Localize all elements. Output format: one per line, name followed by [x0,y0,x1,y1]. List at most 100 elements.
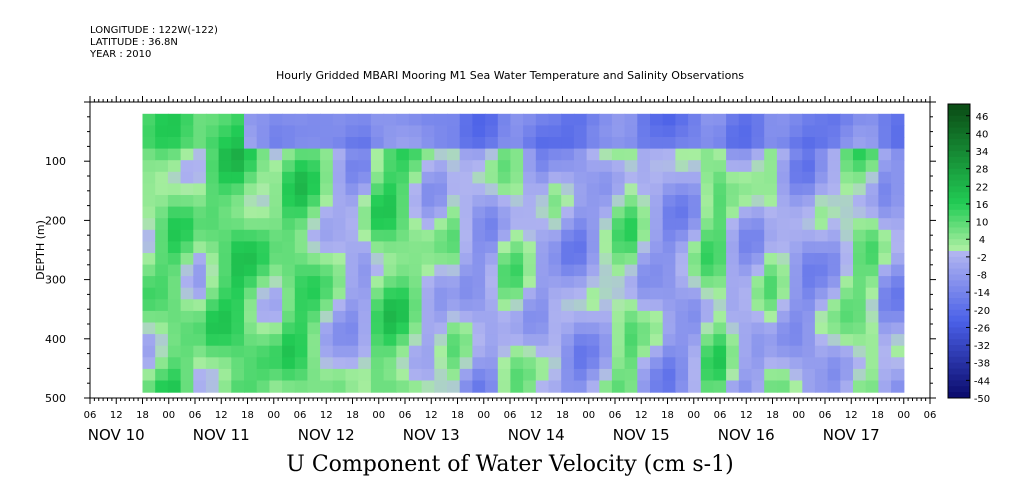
heatmap-cell [193,206,207,219]
heatmap-cell [878,160,892,173]
heatmap-cell [738,148,753,161]
heatmap-cell [840,183,854,196]
heatmap-cell [688,148,702,161]
heatmap-cell [662,310,676,324]
heatmap-cell [396,218,410,231]
heatmap-cell [205,357,220,370]
heatmap-cell [586,113,600,126]
heatmap-cell [155,345,169,358]
heatmap-cell [535,299,550,312]
heatmap-cell [865,148,879,161]
heatmap-cell [662,357,676,370]
heatmap-cell [789,148,803,161]
heatmap-cell [751,299,765,312]
heatmap-cell [523,171,537,184]
heatmap-cell [738,171,753,184]
heatmap-cell [167,310,182,324]
heatmap-cell [611,137,626,150]
heatmap-cell [205,322,220,335]
heatmap-cell [155,206,169,219]
heatmap-cell [573,345,588,358]
heatmap-cell [726,253,740,266]
heatmap-cell [180,113,194,126]
heatmap-cell [307,368,321,382]
heatmap-cell [764,171,778,184]
heatmap-cell [231,253,245,266]
heatmap-cell [611,218,626,231]
heatmap-cell [802,253,816,266]
heatmap-cell [548,160,562,173]
heatmap-cell [282,368,296,382]
heatmap-cell [396,253,410,266]
heatmap-cell [370,287,385,300]
heatmap-cell [561,171,575,184]
heatmap-cell [853,310,867,324]
heatmap-cell [142,195,156,208]
heatmap-cell [523,206,537,219]
heatmap-cell [370,276,385,289]
heatmap-cell [472,171,486,184]
heatmap-cell [535,113,550,126]
heatmap-cell [624,276,638,289]
heatmap-cell [218,322,232,335]
heatmap-cell [662,160,676,173]
heatmap-cell [650,299,664,312]
heatmap-cell [459,113,473,126]
heatmap-cell [193,299,207,312]
heatmap-cell [535,380,550,393]
colorbar-swatch [948,233,970,240]
chart-title: Hourly Gridded MBARI Mooring M1 Sea Wate… [275,69,745,82]
heatmap-cell [776,276,791,289]
heatmap-cell [320,380,334,393]
heatmap-cell [878,125,892,138]
heatmap-cell [776,357,791,370]
heatmap-cell [231,345,245,358]
heatmap-cell [573,113,588,126]
heatmap-cell [599,195,613,208]
heatmap-cell [231,322,245,335]
heatmap-cell [408,160,423,173]
heatmap-cell [244,125,258,138]
heatmap-cell [840,206,854,219]
heatmap-cell [320,276,334,289]
heatmap-cell [472,160,486,173]
heatmap-cell [713,206,727,219]
heatmap-cell [853,218,867,231]
colorbar-swatch [948,221,970,228]
heatmap-cell [307,310,321,324]
heatmap-cell [282,380,296,393]
heatmap-cell [599,229,613,242]
heatmap-cell [358,345,372,358]
heatmap-cell [827,148,841,161]
heatmap-cell [624,253,638,266]
heatmap-cell [548,171,562,184]
heatmap-cell [650,276,664,289]
heatmap-cell [269,125,283,138]
heatmap-cell [548,310,562,324]
heatmap-cell [345,113,359,126]
heatmap-cell [814,241,829,254]
heatmap-cell [878,171,892,184]
heatmap-cell [586,276,600,289]
heatmap-cell [764,113,778,126]
heatmap-cell [244,264,258,277]
heatmap-cell [776,160,791,173]
heatmap-cell [738,125,753,138]
heatmap-cell [523,183,537,196]
colorbar-swatch [948,368,970,375]
heatmap-cell [408,229,423,242]
heatmap-cell [294,229,309,242]
heatmap-cell [231,218,245,231]
heatmap-cell [459,206,473,219]
heatmap-cell [345,229,359,242]
heatmap-cell [878,287,892,300]
heatmap-cell [142,287,156,300]
heatmap-cell [320,334,334,347]
heatmap-cell [675,322,689,335]
heatmap-cell [789,229,803,242]
heatmap-cell [155,287,169,300]
heatmap-cell [383,287,397,300]
heatmap-cell [611,357,626,370]
colorbar-tick-label: -26 [974,323,990,334]
y-tick-label: 400 [45,333,66,346]
